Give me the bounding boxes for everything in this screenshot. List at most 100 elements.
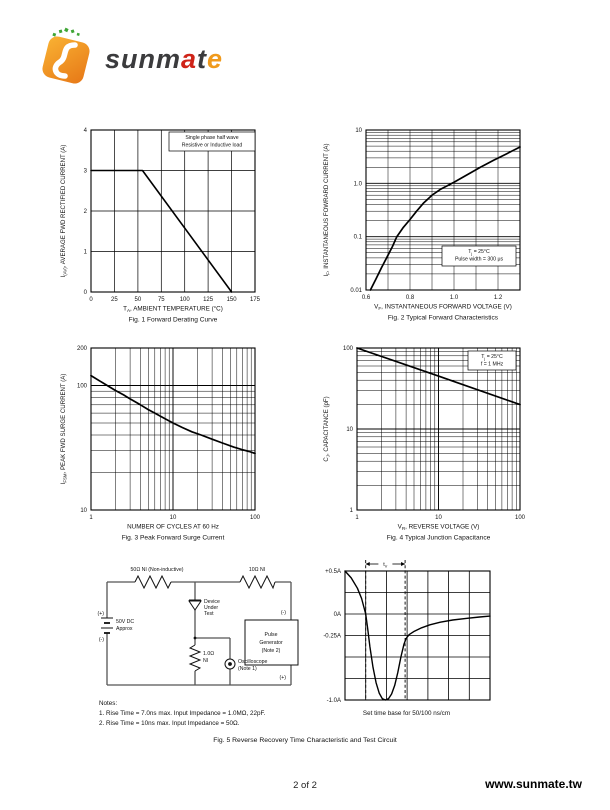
- logo: sunmate: [33, 26, 223, 92]
- resistor-10ohm-label: 10Ω NI: [249, 567, 265, 573]
- fig5-notes: Notes: 1. Rise Time = 7.0ns max. Input I…: [99, 699, 265, 728]
- svg-text:0A: 0A: [334, 612, 341, 618]
- notes-title: Notes:: [99, 700, 118, 707]
- logo-text: sunmate: [105, 44, 223, 75]
- svg-text:TA, AMBIENT TEMPERATURE (°C): TA, AMBIENT TEMPERATURE (°C): [123, 305, 223, 314]
- svg-text:NUMBER OF CYCLES AT 60 Hz: NUMBER OF CYCLES AT 60 Hz: [127, 524, 219, 531]
- waveform-caption: Set time base for 50/100 ns/cm: [362, 710, 451, 717]
- pulse-generator-label: Pulse: [265, 632, 278, 638]
- svg-text:100: 100: [77, 384, 88, 390]
- pulse-generator-label: (Note 2): [262, 648, 281, 654]
- svg-text:100: 100: [515, 515, 526, 521]
- note-line: 1. Rise Time = 7.0ns max. Input Impedanc…: [99, 709, 266, 717]
- svg-text:2: 2: [84, 209, 88, 215]
- fig5-test-circuit-diagram: 50Ω NI (Non-inductive) 10Ω NI Device Und…: [98, 567, 299, 686]
- circuit-labels: 50Ω NI (Non-inductive) 10Ω NI Device Und…: [98, 567, 287, 681]
- svg-text:Fig. 4 Typical Junction Capac: Fig. 4 Typical Junction Capacitance: [387, 535, 491, 542]
- svg-text:Tj = 25°C: Tj = 25°C: [468, 249, 490, 256]
- logo-green-dots: [52, 27, 80, 37]
- source-label: Approx: [116, 626, 133, 632]
- svg-text:200: 200: [77, 346, 88, 352]
- pulse-generator-box: [244, 619, 299, 666]
- svg-text:+0.5A: +0.5A: [325, 569, 341, 575]
- svg-text:1.0: 1.0: [354, 181, 363, 187]
- svg-text:0: 0: [84, 290, 88, 296]
- source-plus-label: (+): [98, 611, 105, 617]
- svg-text:VF, INSTANTANEOUS FORWARD VOLT: VF, INSTANTANEOUS FORWARD VOLTAGE (V): [374, 304, 512, 312]
- svg-text:100: 100: [343, 346, 354, 352]
- junction-dot: [193, 636, 197, 640]
- fig4-junction-capacitance-chart: 1 10 100 1 10 100 Tj = 25°Cf = 1 MHz VR, REVERS…: [323, 346, 526, 542]
- fig5-recovery-waveform-chart: +0.5A 0A -0.25A -1.0A trr: [323, 560, 491, 704]
- fig1-forward-derating-chart: 0 25 50 75 100 125 150 175 0 1 2 3 4 Single phase hal…: [60, 128, 261, 324]
- resistor-10ohm: [239, 574, 276, 590]
- svg-text:0.8: 0.8: [406, 295, 415, 301]
- svg-text:0: 0: [89, 297, 93, 303]
- oscilloscope-dot: [228, 662, 232, 666]
- resistor-1ohm-label: NI: [203, 658, 208, 664]
- oscilloscope-label: Oscilloscope: [238, 659, 268, 665]
- svg-text:-1.0A: -1.0A: [327, 698, 341, 704]
- diode-triangle: [188, 600, 202, 611]
- svg-text:trr: trr: [383, 562, 388, 569]
- svg-text:0.1: 0.1: [354, 235, 363, 241]
- svg-text:1: 1: [89, 515, 93, 521]
- svg-text:I(AV), AVERAGE FWD RECTIFIED C: I(AV), AVERAGE FWD RECTIFIED CURRENT (A): [60, 145, 68, 278]
- svg-text:VR, REVERSE VOLTAGE (V): VR, REVERSE VOLTAGE (V): [398, 524, 480, 532]
- svg-text:1: 1: [355, 515, 359, 521]
- circuit-components: [101, 574, 299, 672]
- svg-text:100: 100: [180, 297, 191, 303]
- dut-label: Test: [204, 611, 214, 617]
- svg-text:10: 10: [80, 508, 87, 514]
- svg-text:10: 10: [346, 427, 353, 433]
- source-label: 50V DC: [116, 619, 134, 625]
- svg-text:150: 150: [227, 297, 238, 303]
- dut-label: Device: [204, 599, 220, 605]
- logo-part: sunm: [105, 43, 182, 74]
- svg-text:25: 25: [111, 297, 118, 303]
- svg-text:IFSM, PEAK FWD SURGE CURRENT (: IFSM, PEAK FWD SURGE CURRENT (A): [60, 374, 68, 485]
- logo-part-accent: e: [207, 43, 224, 74]
- svg-text:Fig. 1 Forward Derating Curve: Fig. 1 Forward Derating Curve: [129, 317, 218, 324]
- oscilloscope-label: (Note 1): [238, 666, 257, 672]
- website-link[interactable]: www.sunmate.tw: [485, 777, 582, 791]
- pg-plus-label: (+): [280, 675, 287, 681]
- svg-text:1.0: 1.0: [450, 295, 459, 301]
- svg-text:10: 10: [435, 515, 442, 521]
- svg-text:Fig. 3 Peak Forward Surge Cur: Fig. 3 Peak Forward Surge Current: [122, 535, 225, 542]
- svg-text:75: 75: [158, 297, 165, 303]
- svg-text:3: 3: [84, 169, 88, 175]
- source-minus-label: (-): [99, 637, 104, 643]
- svg-text:-0.25A: -0.25A: [323, 634, 341, 640]
- pg-minus-label: (-): [281, 610, 286, 616]
- oscilloscope-symbol: [224, 658, 236, 670]
- fig5-caption: Fig. 5 Reverse Recovery Time Characteris…: [213, 737, 397, 744]
- svg-text:Pulse width = 300 μs: Pulse width = 300 μs: [455, 257, 504, 263]
- svg-text:Single phase half wave: Single phase half wave: [185, 135, 238, 141]
- circuit-wires: [106, 581, 292, 686]
- sunmate-logo-icon: [42, 27, 90, 84]
- resistor-1ohm: [188, 644, 202, 672]
- svg-text:Tj = 25°C: Tj = 25°C: [481, 354, 503, 361]
- resistor-50ohm: [134, 574, 172, 590]
- svg-text:f = 1 MHz: f = 1 MHz: [481, 362, 504, 368]
- svg-text:IF, INSTANTANEOUS FOWRARD CURR: IF, INSTANTANEOUS FOWRARD CURRENT (A): [323, 143, 331, 276]
- dut-label: Under: [204, 605, 218, 611]
- svg-text:100: 100: [250, 515, 261, 521]
- svg-text:CJ, CAPACITANCE (pF): CJ, CAPACITANCE (pF): [323, 396, 331, 461]
- svg-text:Fig. 2 Typical Forward Charac: Fig. 2 Typical Forward Characteristics: [388, 315, 499, 322]
- svg-text:1: 1: [350, 508, 354, 514]
- svg-text:1: 1: [84, 250, 88, 256]
- svg-text:4: 4: [84, 128, 88, 134]
- svg-text:175: 175: [250, 297, 261, 303]
- pulse-generator-label: Generator: [259, 640, 283, 646]
- page-number: 2 of 2: [293, 780, 317, 791]
- logo-part-accent: a: [181, 43, 198, 74]
- svg-text:125: 125: [203, 297, 214, 303]
- svg-text:50: 50: [135, 297, 142, 303]
- note-line: 2. Rise Time = 10ns max. Input Impedance…: [99, 719, 240, 727]
- svg-text:10: 10: [170, 515, 177, 521]
